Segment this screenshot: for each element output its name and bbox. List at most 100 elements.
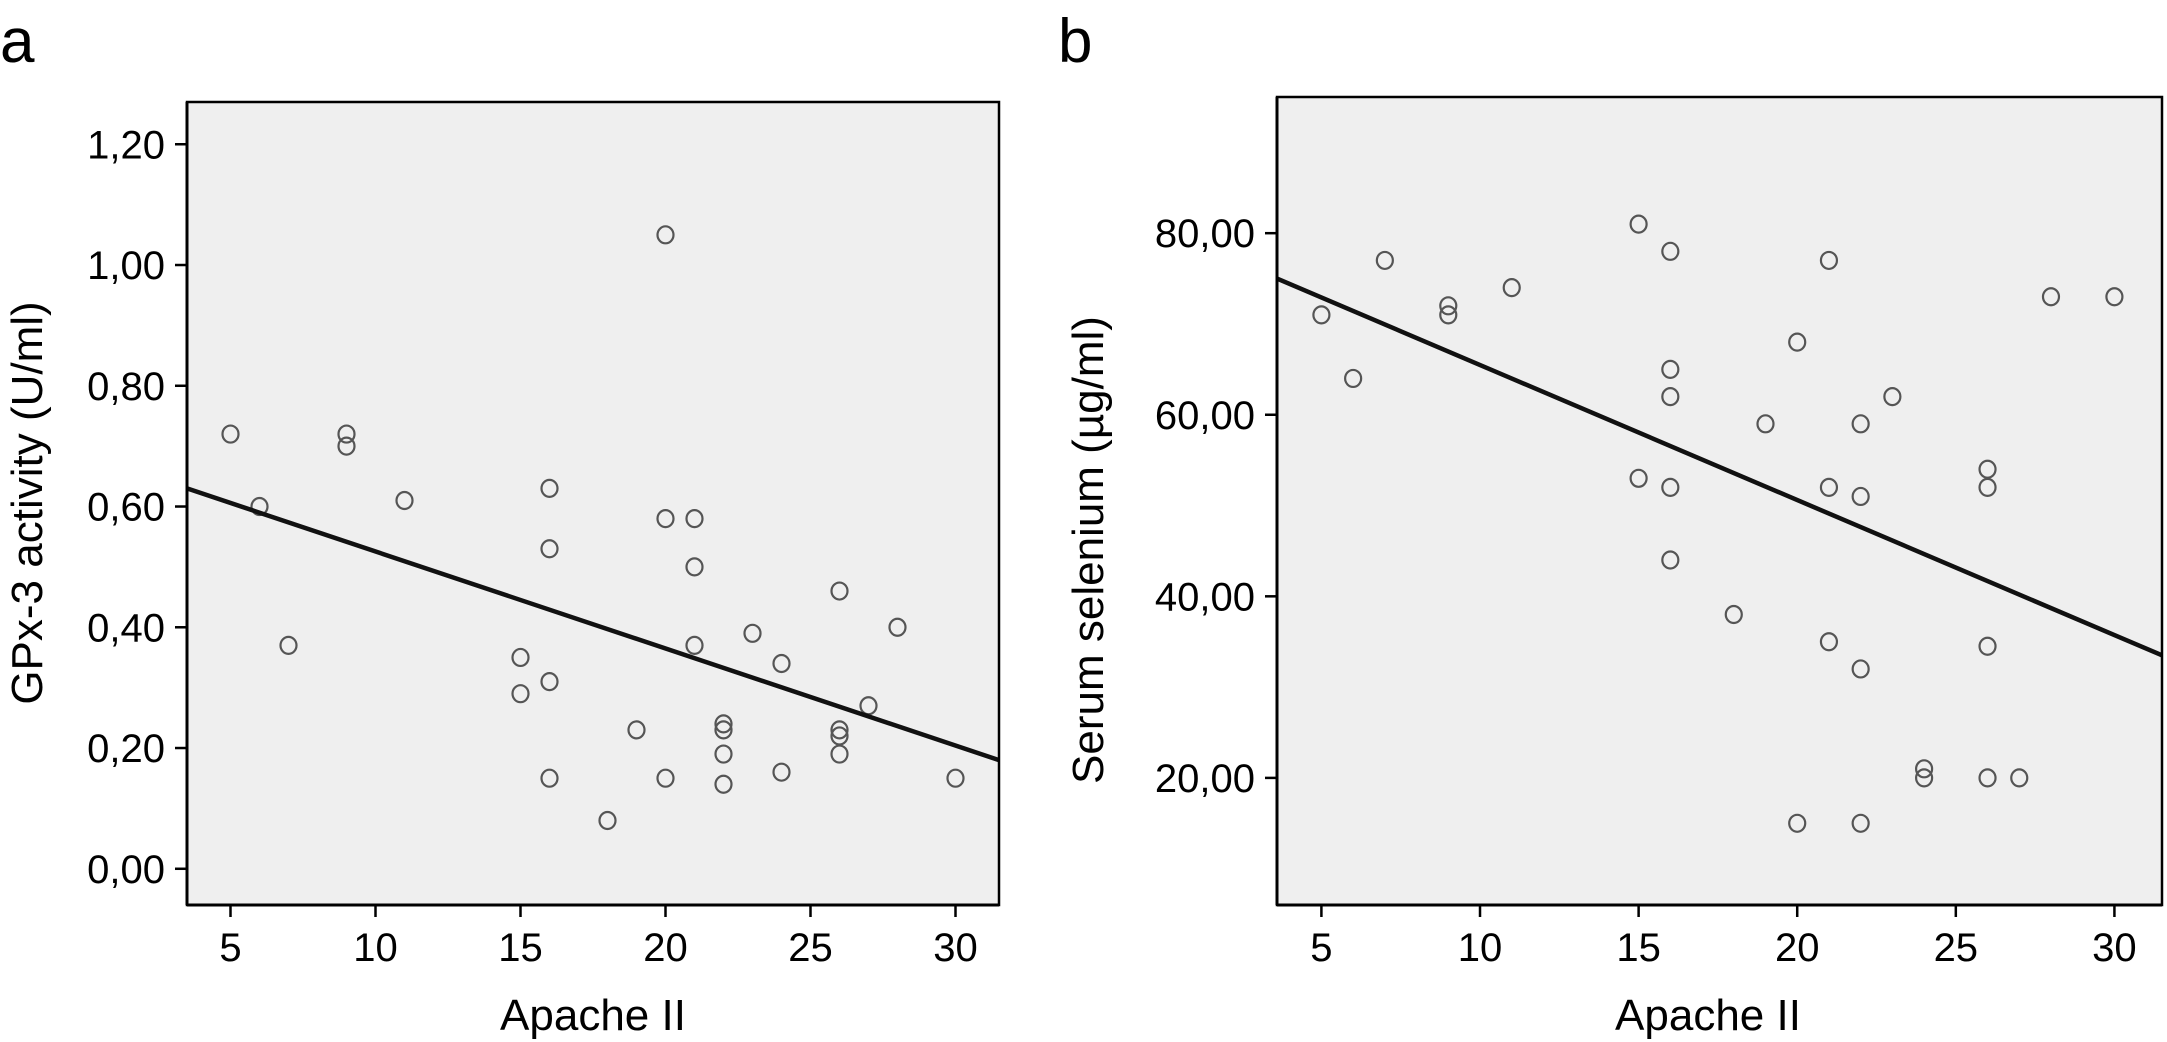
panel-a-data-point-20 bbox=[714, 714, 733, 734]
panel-b-data-point-11 bbox=[1661, 477, 1680, 497]
panel-b-data-point-2 bbox=[1375, 250, 1394, 271]
panel-a-y-title: GPx-3 activity (U/ml) bbox=[3, 301, 52, 704]
panel-a-x-tick-label-5: 30 bbox=[933, 926, 978, 970]
panel-b-x-tick-label-4: 25 bbox=[1934, 926, 1979, 970]
panel-b-data-point-13 bbox=[1724, 604, 1743, 625]
panel-b-data-point-30 bbox=[1978, 768, 1997, 788]
panel-b-data-point-19 bbox=[1819, 632, 1839, 652]
panel-a-data-point-18 bbox=[685, 557, 704, 577]
panel-a-data-point-0 bbox=[221, 424, 240, 444]
panel-b-data-point-20 bbox=[1851, 414, 1870, 434]
panel-b-data-point-9 bbox=[1661, 359, 1680, 379]
panel-b-data-point-17 bbox=[1819, 250, 1839, 271]
panel-a-data-point-29 bbox=[830, 726, 849, 746]
panel-a-data-point-7 bbox=[511, 684, 530, 704]
panel-a-x-tick-label-2: 15 bbox=[498, 926, 543, 970]
panel-a-data-point-10 bbox=[540, 672, 559, 692]
panel-b-data-point-18 bbox=[1819, 477, 1839, 497]
panel-a-data-point-9 bbox=[540, 539, 559, 559]
panel-a-data-point-3 bbox=[337, 424, 356, 444]
panel-a-data-point-26 bbox=[772, 762, 791, 782]
panel-a-data-point-12 bbox=[598, 810, 617, 831]
panel-b-data-point-33 bbox=[2105, 287, 2124, 307]
panel-b-fit-line bbox=[1276, 276, 2163, 658]
panel-b-data-point-4 bbox=[1439, 305, 1458, 325]
panel-b-data-point-12 bbox=[1661, 550, 1680, 570]
panel-b-data-point-16 bbox=[1788, 813, 1807, 833]
panel-b-data-point-14 bbox=[1756, 414, 1775, 434]
panel-a-data-point-23 bbox=[714, 774, 733, 794]
panel-b-x-tick-label-5: 30 bbox=[2092, 926, 2137, 970]
panel-b-x-tick-label-1: 10 bbox=[1458, 926, 1503, 970]
panel-b-y-tick-label-0: 20,00 bbox=[1155, 757, 1255, 801]
panel-b-data-point-23 bbox=[1851, 813, 1870, 833]
panel-a-plot-area bbox=[187, 102, 999, 905]
panel-b-ticks: 5 10 15 20 25 30 20,00 40,00 60,00 80,00 bbox=[1155, 212, 2137, 970]
panel-b-data-point-1 bbox=[1344, 368, 1363, 389]
panel-a-x-tick-label-4: 25 bbox=[788, 926, 833, 970]
panel-a-y-tick-label-4: 0,80 bbox=[87, 365, 165, 409]
panel-b-data-point-21 bbox=[1851, 486, 1870, 507]
panel-b-data-point-26 bbox=[1914, 768, 1934, 788]
panel-a-data-point-30 bbox=[830, 744, 849, 764]
panel-a-x-tick-label-3: 20 bbox=[643, 926, 688, 970]
panel-a: a 5 10 15 20 25 30 0,00 0,20 0,40 0,60 0,80 1,00 1,2… bbox=[0, 7, 1001, 1040]
panel-b-data-point-15 bbox=[1788, 332, 1807, 352]
panel-b-data-point-29 bbox=[1978, 636, 1997, 656]
panel-b-data-point-6 bbox=[1629, 214, 1648, 234]
panel-b-data-point-0 bbox=[1312, 305, 1331, 325]
panel-a-data-point-2 bbox=[279, 635, 298, 655]
panel-a-y-tick-label-0: 0,00 bbox=[87, 848, 165, 892]
panel-a-y-tick-label-2: 0,40 bbox=[87, 606, 165, 650]
panel-a-ticks: 5 10 15 20 25 30 0,00 0,20 0,40 0,60 0,80 1,00 1,20 bbox=[87, 123, 978, 970]
panel-b-data-point-10 bbox=[1661, 386, 1680, 407]
panel-b-y-tick-label-2: 60,00 bbox=[1155, 394, 1255, 438]
panel-b-data-point-24 bbox=[1883, 386, 1902, 407]
panel-b-data-point-5 bbox=[1502, 278, 1521, 298]
panel-a-data-point-11 bbox=[540, 768, 559, 788]
panel-b-data-point-28 bbox=[1978, 477, 1997, 497]
panel-a-data-point-33 bbox=[946, 768, 965, 788]
panel-a-data-point-28 bbox=[830, 720, 849, 740]
panel-a-data-point-25 bbox=[772, 653, 791, 674]
panel-b-data-point-7 bbox=[1629, 468, 1648, 488]
panel-a-data-point-24 bbox=[743, 623, 762, 643]
panel-a-letter: a bbox=[0, 7, 35, 76]
panel-a-data-point-13 bbox=[627, 720, 646, 740]
panel-a-fit-line bbox=[186, 486, 1000, 763]
panel-a-y-tick-label-5: 1,00 bbox=[87, 244, 165, 288]
panel-a-data-point-17 bbox=[685, 508, 704, 529]
panel-b-y-tick-label-3: 80,00 bbox=[1155, 212, 1255, 256]
panel-a-data-point-5 bbox=[395, 490, 414, 511]
panel-a-data-point-8 bbox=[540, 478, 559, 499]
panel-b-data-point-32 bbox=[2041, 287, 2061, 307]
panel-b-x-title: Apache II bbox=[1615, 991, 1801, 1040]
panel-a-y-tick-label-6: 1,20 bbox=[87, 123, 165, 167]
panel-b-data-point-8 bbox=[1661, 241, 1680, 261]
panel-b-data-point-27 bbox=[1978, 459, 1997, 479]
panel-b-frame bbox=[1275, 95, 2164, 907]
panel-b-y-title: Serum selenium (µg/ml) bbox=[1064, 316, 1113, 784]
panel-a-data-point-27 bbox=[830, 581, 849, 601]
panel-a-marks bbox=[186, 225, 1000, 831]
panel-b-y-tick-label-1: 40,00 bbox=[1155, 575, 1255, 619]
panel-a-data-point-15 bbox=[656, 508, 675, 529]
panel-b-data-point-25 bbox=[1914, 759, 1934, 779]
panel-b-x-tick-label-0: 5 bbox=[1310, 926, 1332, 970]
panel-b-marks bbox=[1276, 214, 2163, 833]
panel-a-x-tick-label-1: 10 bbox=[353, 926, 398, 970]
panel-a-x-tick-label-0: 5 bbox=[219, 926, 241, 970]
panel-a-data-point-22 bbox=[714, 744, 733, 764]
panel-a-data-point-19 bbox=[685, 635, 704, 655]
panel-a-data-point-4 bbox=[337, 436, 356, 456]
panel-a-data-point-16 bbox=[656, 768, 675, 788]
panel-b-x-tick-label-2: 15 bbox=[1616, 926, 1661, 970]
panel-b-data-point-3 bbox=[1439, 296, 1458, 316]
panel-a-data-point-32 bbox=[888, 617, 907, 637]
panel-a-frame bbox=[185, 100, 1001, 907]
panel-a-data-point-14 bbox=[656, 225, 675, 245]
panel-b-data-point-22 bbox=[1851, 659, 1870, 679]
panel-b-x-tick-label-3: 20 bbox=[1775, 926, 1820, 970]
panel-b-letter: b bbox=[1058, 7, 1092, 76]
